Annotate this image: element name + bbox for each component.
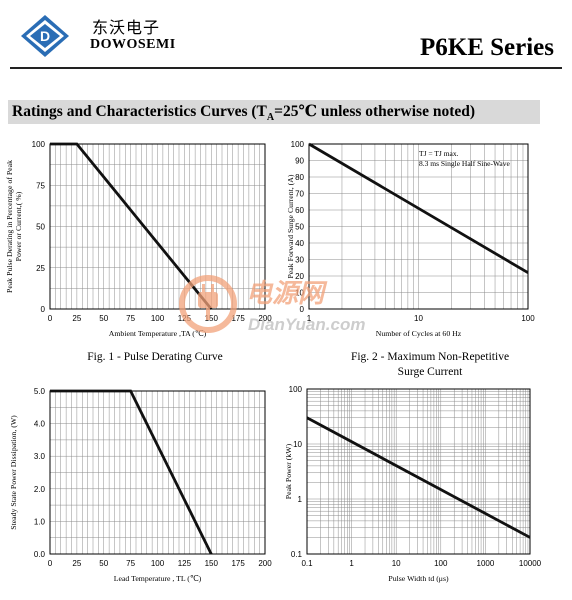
brand-english-name: DOWOSEMI xyxy=(90,37,176,52)
grid-lines xyxy=(49,390,266,555)
y-tick-label: 75 xyxy=(36,181,45,190)
y-tick-label: 25 xyxy=(36,264,45,273)
y-tick-label: 4.0 xyxy=(34,420,46,429)
y-tick-label: 100 xyxy=(291,140,305,149)
y-tick-label: 100 xyxy=(289,385,303,394)
x-tick-label: 125 xyxy=(178,314,192,323)
x-tick-label: 1000 xyxy=(477,559,495,568)
section-title: Ratings and Characteristics Curves (TA=2… xyxy=(12,101,475,123)
plot-frame xyxy=(308,143,529,310)
y-axis-label: Peak Power (kW) xyxy=(286,443,293,499)
fig2-caption: Fig. 2 - Maximum Non-Repetitive Surge Cu… xyxy=(330,350,530,380)
logo-letter: D xyxy=(40,28,50,44)
header-rule xyxy=(10,67,562,69)
series-line xyxy=(306,416,531,539)
y-tick-label: 50 xyxy=(295,223,304,232)
series-title: P6KE Series xyxy=(419,34,554,61)
x-tick-label: 50 xyxy=(99,559,108,568)
x-tick-label: 50 xyxy=(99,314,108,323)
grid-lines xyxy=(49,143,266,310)
x-tick-label: 0.1 xyxy=(301,559,313,568)
y-tick-label: 1 xyxy=(298,495,303,504)
brand-chinese-name: 东沃电子 xyxy=(92,18,161,37)
x-tick-label: 1 xyxy=(307,314,312,323)
section-title-subscript: A xyxy=(266,112,275,124)
x-tick-label: 100 xyxy=(434,559,448,568)
surge-current-chart: 1 10 100 0 10 20 30 40 50 60 70 80 90 100 Number of Cy… xyxy=(286,140,535,338)
plot-frame xyxy=(49,143,266,310)
y-tick-label: 2.0 xyxy=(34,485,46,494)
chart-annotation: TJ = TJ max. xyxy=(419,149,459,158)
y-tick-label: 100 xyxy=(32,140,46,149)
x-tick-label: 175 xyxy=(231,314,245,323)
y-tick-label: 0.1 xyxy=(291,550,303,559)
peak-power-chart: 0.1 1 10 100 1000 10000 0.1 1 10 100 Pulse Width t… xyxy=(286,385,542,583)
y-tick-label: 50 xyxy=(36,223,45,232)
x-axis-label: Number of Cycles at 60 Hz xyxy=(376,329,462,338)
x-tick-label: 100 xyxy=(151,559,165,568)
plot-frame xyxy=(49,390,266,555)
fig2-caption-line1: Fig. 2 - Maximum Non-Repetitive xyxy=(350,351,510,363)
y-tick-label: 60 xyxy=(295,206,304,215)
y-tick-label: 0.0 xyxy=(34,550,46,559)
pulse-derating-chart: 0 25 50 75 100 125 150 175 200 0 25 50 75 100 Ambient … xyxy=(5,140,272,338)
chart-annotation: 8.3 ms Single Half Sine-Wave xyxy=(419,159,511,168)
x-tick-label: 10 xyxy=(392,559,401,568)
x-tick-label: 75 xyxy=(126,559,135,568)
x-tick-label: 100 xyxy=(521,314,535,323)
y-tick-label: 10 xyxy=(293,440,302,449)
section-title-suffix: =25℃ unless otherwise noted) xyxy=(274,103,476,120)
x-tick-label: 0 xyxy=(48,314,53,323)
fig1-caption: Fig. 1 - Pulse Derating Curve xyxy=(87,351,223,363)
x-axis-label: Lead Temperature , TL (℃) xyxy=(114,574,202,583)
y-tick-label: 5.0 xyxy=(34,387,46,396)
x-tick-label: 10000 xyxy=(519,559,542,568)
plot-frame xyxy=(306,388,531,555)
x-tick-label: 125 xyxy=(178,559,192,568)
x-tick-label: 150 xyxy=(205,559,219,568)
y-tick-label: 0 xyxy=(41,305,46,314)
x-tick-label: 200 xyxy=(258,314,272,323)
x-tick-label: 25 xyxy=(72,559,81,568)
x-tick-label: 1 xyxy=(349,559,354,568)
fig2-caption-line2: Surge Current xyxy=(397,366,463,378)
section-title-prefix: Ratings and Characteristics Curves (T xyxy=(12,103,267,120)
x-tick-label: 0 xyxy=(48,559,53,568)
y-tick-label: 20 xyxy=(295,272,304,281)
power-dissipation-chart: 0 25 50 75 100 125 150 175 200 0.0 1.0 2.0 3.0 4.0 5.0… xyxy=(9,387,272,583)
y-tick-label: 70 xyxy=(295,190,304,199)
x-tick-label: 175 xyxy=(231,559,245,568)
grid-lines xyxy=(308,143,529,310)
y-axis-label-line1: Peak Pulse Derating in Percentage of Pea… xyxy=(5,160,14,293)
y-tick-label: 0 xyxy=(300,305,305,314)
x-tick-label: 100 xyxy=(151,314,165,323)
y-tick-label: 90 xyxy=(295,157,304,166)
series-line xyxy=(50,389,213,555)
y-tick-label: 30 xyxy=(295,256,304,265)
x-tick-label: 10 xyxy=(414,314,423,323)
y-axis-label-line2: Power or Current,( %) xyxy=(14,191,23,261)
y-tick-label: 3.0 xyxy=(34,452,46,461)
x-tick-label: 200 xyxy=(258,559,272,568)
series-line xyxy=(50,142,213,310)
x-axis-label: Ambient Temperature ,TA (℃) xyxy=(109,329,207,338)
x-tick-label: 25 xyxy=(72,314,81,323)
x-tick-label: 150 xyxy=(205,314,219,323)
y-tick-label: 10 xyxy=(295,289,304,298)
section-title-bar xyxy=(8,100,540,124)
grid-lines xyxy=(306,388,531,555)
x-axis-label: Pulse Width td (μs) xyxy=(388,574,449,583)
y-tick-label: 1.0 xyxy=(34,517,46,526)
y-axis-label: Peak Forward Surge Current, (A) xyxy=(286,174,295,278)
y-tick-label: 40 xyxy=(295,239,304,248)
dowosemi-logo: D xyxy=(21,15,69,57)
x-tick-label: 75 xyxy=(126,314,135,323)
series-line xyxy=(308,142,529,274)
y-axis-label: Peak Pulse Derating in Percentage of Pea… xyxy=(5,160,23,293)
y-tick-label: 80 xyxy=(295,173,304,182)
y-axis-label: Steady State Power Dissipation, (W) xyxy=(9,415,18,530)
